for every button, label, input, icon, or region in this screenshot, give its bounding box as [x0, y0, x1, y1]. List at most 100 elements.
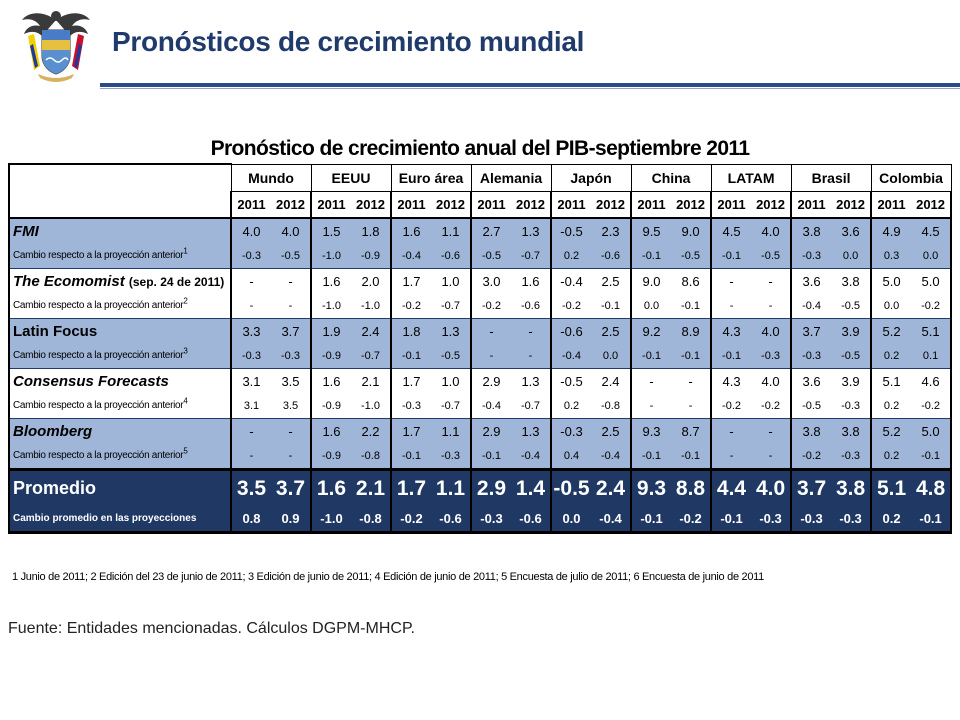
footnote: 1 Junio de 2011; 2 Edición del 23 de jun… [12, 571, 764, 583]
source-row-cell: 1.3 [511, 217, 551, 244]
source-name: FMI [13, 222, 39, 240]
change-row-cell: -0.3 [271, 343, 311, 369]
source-row-cell: 4.0 [751, 318, 792, 344]
source-row-cell: 3.3 [230, 318, 271, 344]
footnote-ref: 1 [183, 246, 188, 256]
year-header: 2012 [911, 190, 953, 219]
region-header: Colombia [870, 163, 952, 191]
header-rule [100, 83, 960, 87]
source-row-cell: 1.6 [390, 217, 431, 244]
change-row-cell: 0.0 [591, 343, 632, 369]
change-row-cell: - [470, 343, 511, 369]
source-row-cell: 5.0 [911, 268, 953, 294]
source-row-cell: 3.5 [271, 368, 311, 394]
year-header: 2012 [831, 190, 872, 219]
change-row-cell: -0.4 [591, 443, 632, 470]
source-row-cell: 4.5 [710, 217, 752, 244]
average-change-row: Cambio promedio en las proyecciones 0.8 0.… [8, 506, 953, 534]
source-row-cell: 8.9 [671, 318, 712, 344]
change-row-cell: 0.4 [550, 443, 591, 470]
change-row-cell: - [751, 443, 792, 470]
source-row-cell: 9.0 [671, 217, 712, 244]
source-row-cell: 3.7 [790, 318, 832, 344]
change-row-cell: -1.0 [310, 243, 351, 269]
change-row-cell: - [630, 393, 672, 419]
average-change-row-cell: -1.0 [310, 506, 351, 534]
year-header: 2012 [751, 190, 792, 219]
source-row-cell: -0.3 [550, 418, 591, 444]
source-row-label: Bloomberg [8, 418, 231, 444]
source-row-cell: - [470, 318, 511, 344]
source-row-cell: 1.6 [310, 418, 351, 444]
change-row-cell: -0.5 [790, 393, 832, 419]
change-row-cell: -0.3 [831, 393, 872, 419]
page-title: Pronósticos de crecimiento mundial [112, 26, 585, 57]
change-row: Cambio respecto a la proyección anterior… [8, 343, 953, 369]
footnote-ref: 5 [183, 446, 188, 456]
source-row-cell: -0.6 [550, 318, 591, 344]
average-row-cell: 1.6 [310, 467, 351, 507]
change-row-cell: -0.1 [390, 443, 431, 470]
change-row-cell: -0.5 [831, 343, 872, 369]
source-row-cell: 9.0 [630, 268, 672, 294]
change-row-label: Cambio respecto a la proyección anterior… [8, 343, 231, 369]
average-row-cell: 3.7 [790, 467, 832, 507]
change-row-cell: -0.4 [390, 243, 431, 269]
source-row-cell: 9.3 [630, 418, 672, 444]
source-row-cell: 2.3 [591, 217, 632, 244]
source-row-cell: 4.0 [230, 217, 271, 244]
source-row-cell: 2.1 [351, 368, 391, 394]
average-row-cell: 1.4 [511, 467, 551, 507]
change-label: Cambio respecto a la proyección anterior [13, 350, 184, 361]
average-row-cell: 9.3 [630, 467, 672, 507]
average-change-row-cell: -0.3 [790, 506, 832, 534]
change-row-cell: -1.0 [351, 393, 391, 419]
source-row-cell: - [671, 368, 712, 394]
region-header: LATAM [710, 163, 792, 191]
source-row-cell: - [710, 268, 752, 294]
year-header: 2011 [710, 190, 752, 219]
change-row-cell: 0.2 [870, 443, 912, 470]
source-row-cell: 1.7 [390, 368, 431, 394]
source-row-cell: 3.8 [790, 217, 832, 244]
change-row-cell: -0.4 [550, 343, 591, 369]
change-row-cell: -0.5 [831, 293, 872, 319]
change-row-cell: -0.7 [431, 293, 471, 319]
change-row-cell: -0.2 [790, 443, 832, 470]
change-row-cell: -0.3 [230, 243, 271, 269]
change-row-cell: -0.1 [671, 343, 712, 369]
source-row-cell: 4.5 [911, 217, 953, 244]
change-row: Cambio respecto a la proyección anterior… [8, 393, 953, 419]
average-change-row-cell: -0.4 [591, 506, 632, 534]
change-row-cell: -0.2 [470, 293, 511, 319]
change-row-cell: -0.2 [911, 393, 953, 419]
region-header: Euro área [390, 163, 472, 191]
average-change-row-cell: 0.8 [230, 506, 271, 534]
average-change-label: Cambio promedio en las proyecciones [13, 513, 197, 524]
average-change-row-label: Cambio promedio en las proyecciones [8, 506, 231, 534]
average-change-row-cell: -0.1 [911, 506, 953, 534]
source-row-cell: 8.7 [671, 418, 712, 444]
average-row-label: Promedio [8, 467, 231, 507]
footnote-ref: 3 [183, 346, 188, 356]
change-row-cell: - [710, 443, 752, 470]
change-row-cell: -0.4 [470, 393, 511, 419]
year-header-row: 2011 2012 2011 2012 2011 2012 2011 2012 2011 2012… [8, 190, 953, 219]
year-header: 2011 [230, 190, 271, 219]
average-row-cell: 2.9 [470, 467, 511, 507]
source-row-cell: 1.6 [511, 268, 551, 294]
change-row-cell: -0.2 [751, 393, 792, 419]
source-row-cell: 1.3 [511, 418, 551, 444]
change-label: Cambio respecto a la proyección anterior [13, 400, 184, 411]
average-row-cell: 4.8 [911, 467, 953, 507]
footnote-ref: 4 [183, 396, 188, 406]
source-row-cell: 1.3 [431, 318, 471, 344]
average-row-cell: 3.7 [271, 467, 311, 507]
change-row-cell: -0.1 [671, 293, 712, 319]
source-row-cell: - [751, 268, 792, 294]
source-row-cell: -0.5 [550, 368, 591, 394]
change-row-cell: -0.7 [431, 393, 471, 419]
change-row-cell: -0.3 [790, 343, 832, 369]
average-change-row-cell: -0.1 [630, 506, 672, 534]
change-row-cell: -0.2 [710, 393, 752, 419]
